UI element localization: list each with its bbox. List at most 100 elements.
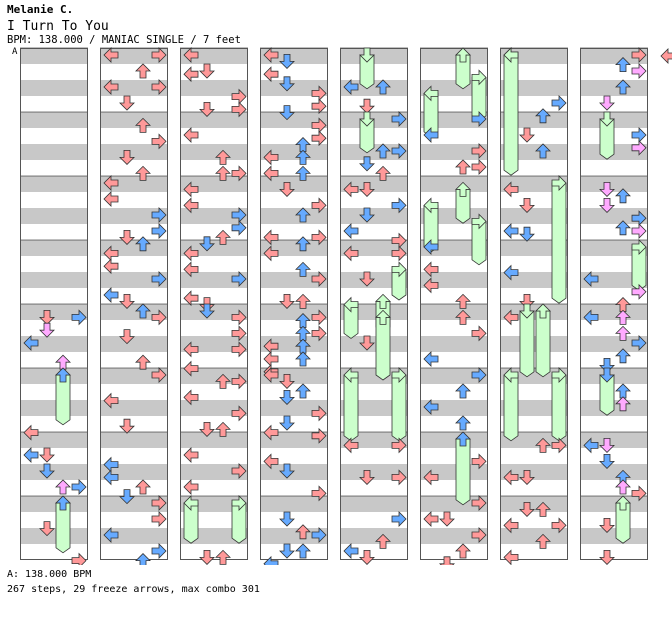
beat-band — [100, 432, 168, 448]
arrow-down — [439, 556, 455, 565]
arrow-up — [375, 143, 391, 159]
arrow-down — [519, 501, 535, 517]
column-border — [420, 48, 488, 560]
arrow-down — [279, 105, 295, 121]
arrow-left — [103, 191, 119, 207]
arrow-right — [391, 197, 407, 214]
arrow-left — [423, 469, 439, 486]
beat-band — [500, 528, 568, 544]
freeze-arrow-right — [551, 182, 567, 304]
arrow-up — [535, 303, 551, 319]
arrow-down — [279, 293, 295, 309]
arrow-down — [599, 111, 615, 127]
arrow-left — [103, 79, 119, 95]
arrow-left — [103, 47, 119, 63]
arrow-up — [375, 293, 391, 309]
arrow-right — [551, 367, 567, 383]
arrow-right — [311, 405, 327, 422]
section-marker: A — [12, 47, 18, 57]
arrow-left — [503, 264, 519, 281]
artist-name: Melanie C. — [7, 3, 74, 16]
arrow-down — [279, 511, 295, 527]
beat-band — [500, 240, 568, 256]
arrow-right — [311, 485, 327, 502]
arrow-right — [311, 197, 327, 214]
arrow-left — [583, 271, 599, 287]
arrow-right — [311, 309, 327, 326]
arrow-down — [519, 469, 535, 485]
beat-band — [580, 208, 648, 224]
arrow-up — [375, 533, 391, 549]
arrow-right — [311, 85, 327, 102]
arrow-down — [359, 111, 375, 127]
freeze-arrow-up — [455, 438, 471, 506]
arrow-down — [599, 197, 615, 213]
beat-band — [20, 400, 88, 416]
arrow-left — [263, 149, 279, 166]
arrow-up — [135, 303, 151, 319]
arrow-down — [359, 550, 375, 565]
arrow-right — [231, 325, 247, 342]
column-border — [500, 48, 568, 560]
arrow-down — [199, 236, 215, 252]
arrow-right — [71, 309, 87, 326]
beat-band — [260, 208, 328, 224]
arrow-left — [183, 290, 199, 307]
beat-band — [340, 496, 408, 512]
arrow-up — [375, 79, 391, 95]
arrow-down — [599, 453, 615, 469]
arrow-right — [471, 111, 487, 127]
arrow-left — [103, 527, 119, 543]
arrow-right — [631, 239, 647, 255]
arrow-up — [615, 383, 631, 399]
arrow-up — [135, 553, 151, 565]
beat-band — [420, 432, 488, 448]
arrow-right — [151, 309, 167, 326]
arrow-left — [503, 47, 519, 63]
arrow-right — [311, 130, 327, 147]
arrow-up — [375, 165, 391, 181]
arrow-down — [599, 357, 615, 373]
arrow-right — [471, 527, 487, 543]
arrow-up — [135, 479, 151, 495]
arrow-left — [23, 335, 39, 351]
freeze-arrow-down — [519, 310, 535, 378]
arrow-up — [535, 437, 551, 453]
arrow-down — [599, 550, 615, 565]
arrow-right — [631, 127, 647, 143]
arrow-right — [311, 527, 327, 543]
arrow-left — [423, 399, 439, 415]
beat-band — [180, 208, 248, 224]
arrow-right — [391, 367, 407, 383]
arrow-left — [583, 437, 599, 454]
beat-band — [20, 304, 88, 320]
arrow-down — [359, 469, 375, 485]
arrow-down — [199, 421, 215, 437]
arrow-right — [631, 223, 647, 239]
arrow-left — [23, 447, 39, 463]
chart-meta: BPM: 138.000 / MANIAC SINGLE / 7 feet — [7, 34, 241, 46]
beat-band — [180, 432, 248, 448]
arrow-up — [455, 543, 471, 559]
arrow-right — [151, 511, 167, 527]
arrow-down — [119, 489, 135, 505]
beat-band — [500, 208, 568, 224]
arrow-left — [263, 165, 279, 182]
beat-band — [20, 464, 88, 480]
arrow-left — [343, 367, 359, 383]
arrow-up — [455, 159, 471, 175]
song-title: I Turn To You — [7, 19, 109, 34]
beat-band — [580, 240, 648, 256]
arrow-left — [423, 127, 439, 143]
arrow-right — [631, 139, 647, 156]
arrow-down — [279, 415, 295, 431]
arrow-up — [535, 533, 551, 549]
freeze-arrow-up — [55, 374, 71, 426]
arrow-right — [391, 245, 407, 262]
arrow-left — [423, 511, 439, 527]
arrow-left — [263, 453, 279, 470]
arrow-left — [423, 197, 439, 214]
arrow-left — [583, 309, 599, 326]
arrow-left — [183, 389, 199, 406]
arrow-left — [343, 181, 359, 198]
